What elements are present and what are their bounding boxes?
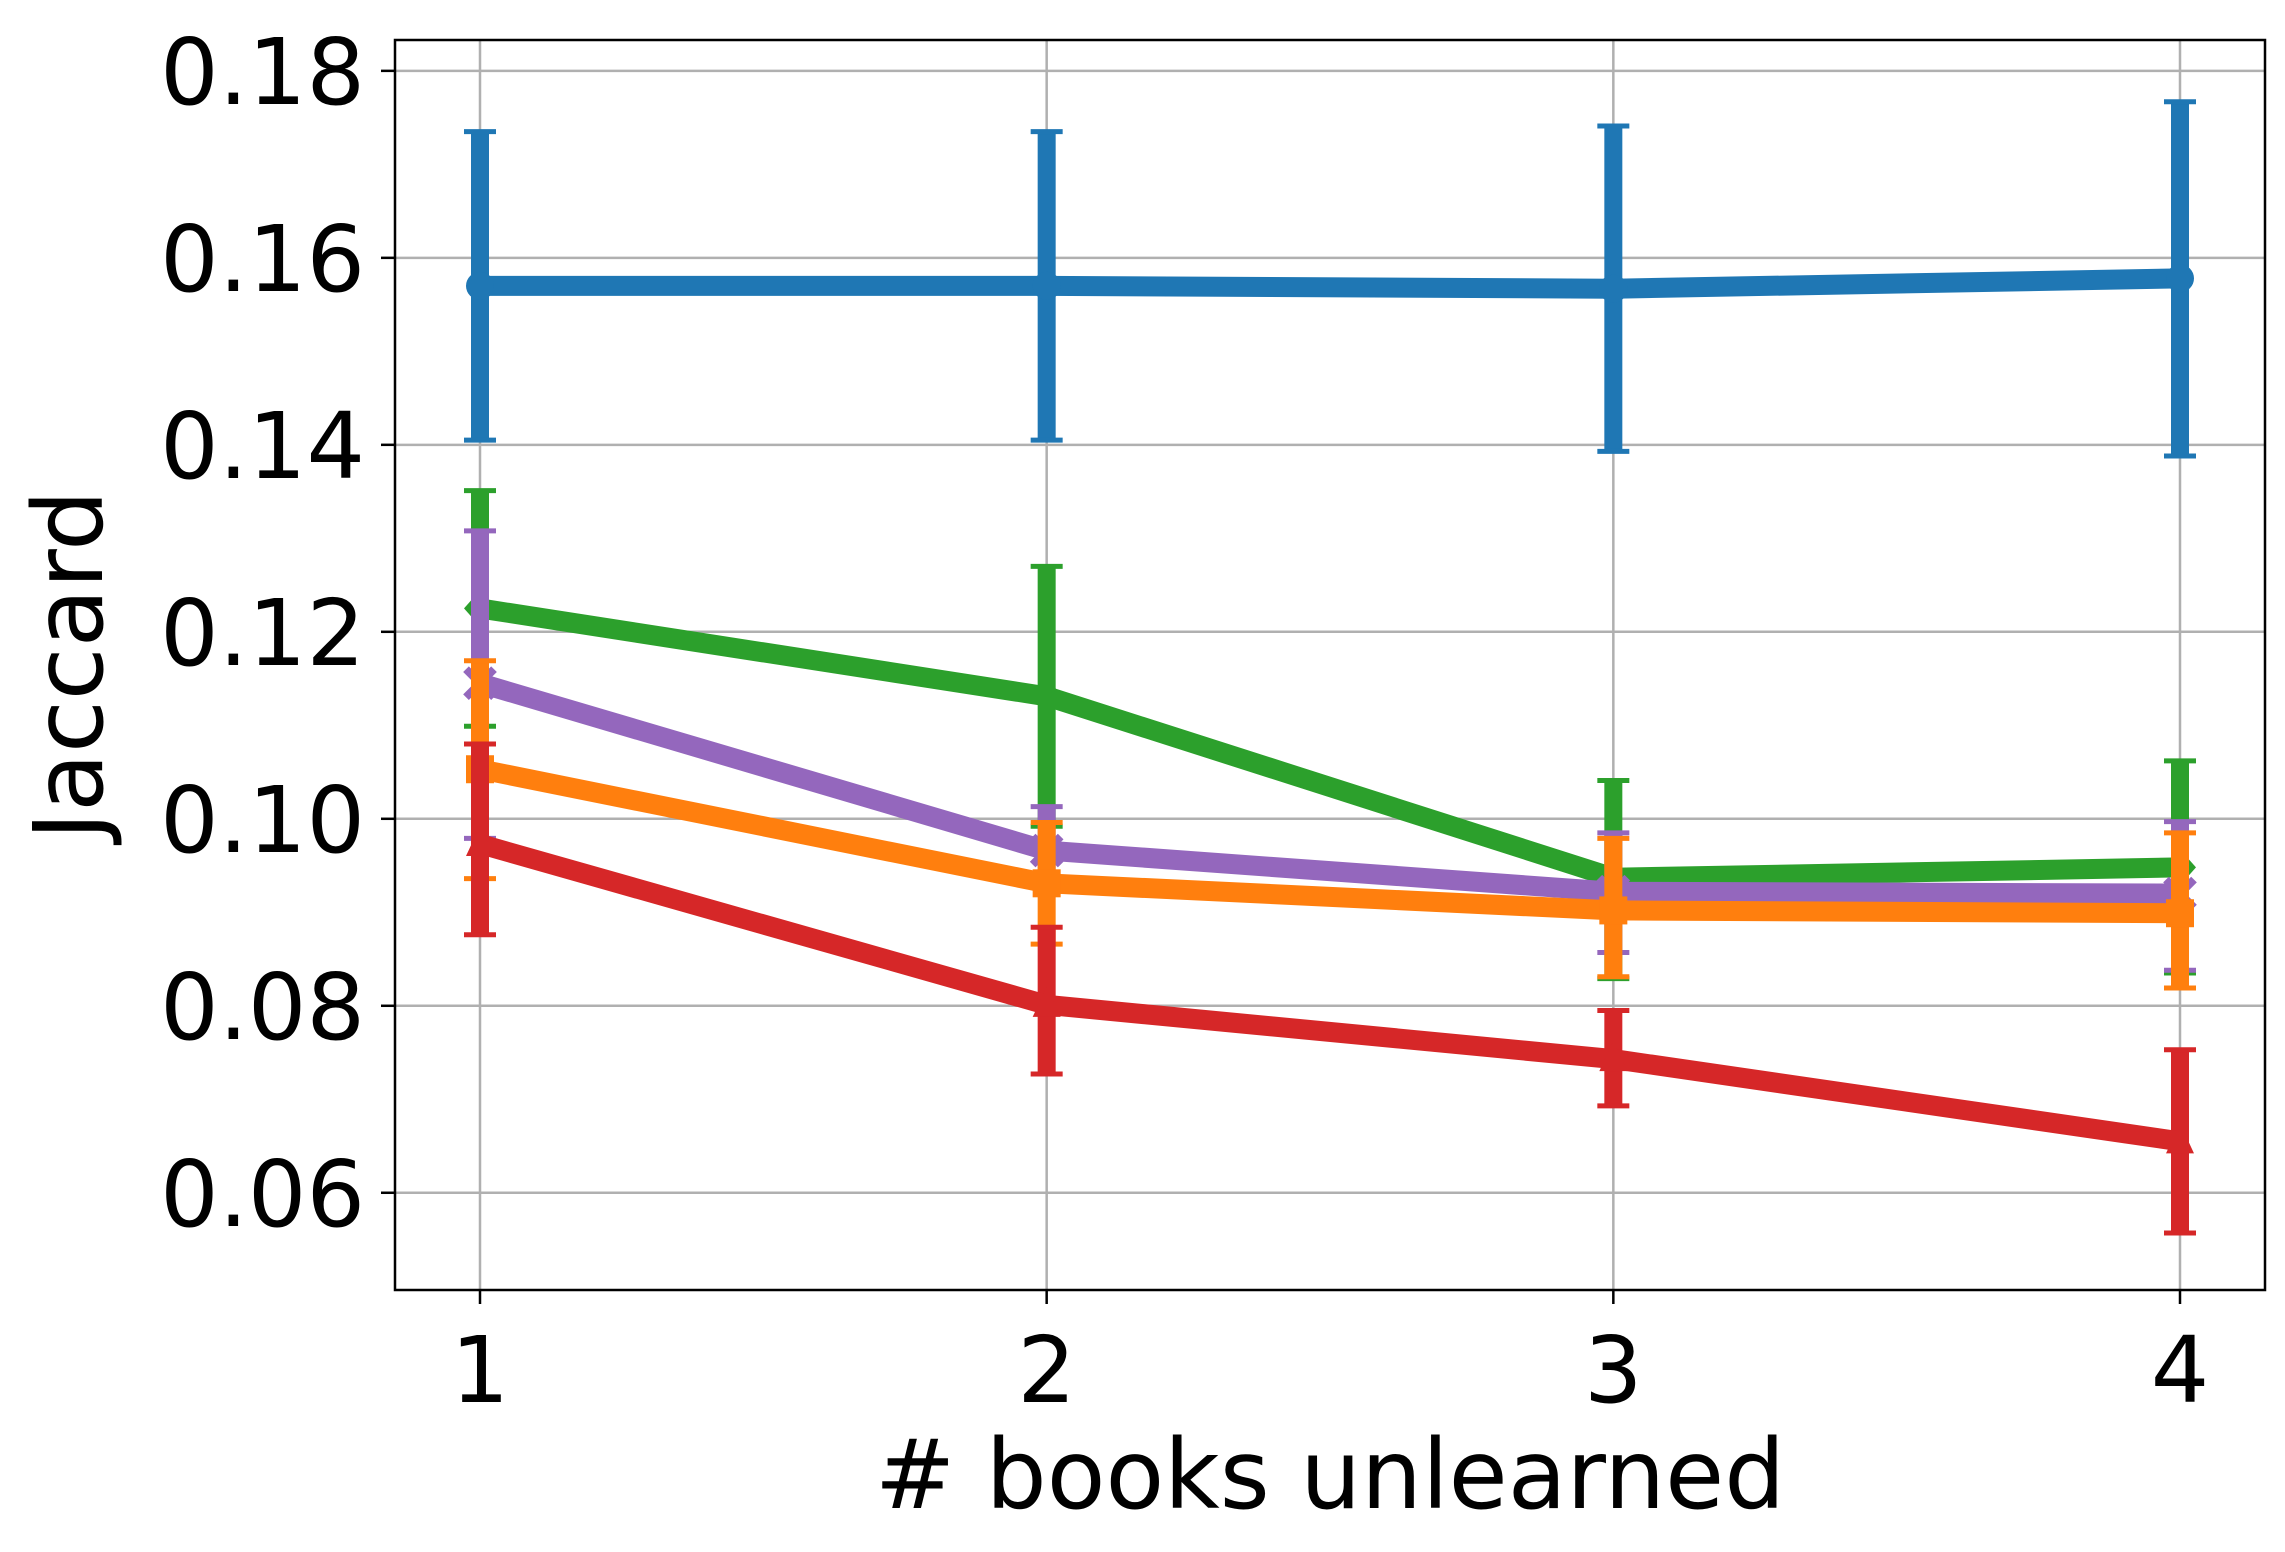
data-point-marker (2166, 899, 2194, 928)
y-tick-label: 0.08 (160, 954, 365, 1061)
y-axis-label: Jaccard (13, 490, 125, 845)
plot-frame (393, 38, 2267, 1292)
series-1 (464, 99, 2196, 459)
y-tick-label: 0.10 (160, 767, 365, 874)
series-4 (464, 658, 2196, 991)
x-tick-label: 1 (451, 1317, 510, 1424)
data-point-marker (1599, 1041, 1628, 1072)
y-tick-label: 0.14 (160, 393, 365, 500)
series-line (478, 598, 2181, 888)
y-tick-label: 0.18 (160, 19, 365, 126)
data-point-marker (466, 271, 494, 300)
axis-ticks: 1 2 3 4 0.06 0.08 0.10 0.12 0.14 0.16 0.18 (160, 19, 2209, 1424)
y-tick-label: 0.06 (160, 1141, 365, 1248)
data-point-marker (1032, 271, 1061, 300)
series-line (477, 834, 2182, 1152)
data-point-marker (1599, 896, 1628, 925)
data-point-marker (1032, 986, 1061, 1017)
grid-lines (395, 40, 2265, 1290)
data-point-marker (466, 826, 494, 857)
y-tick-label: 0.16 (160, 206, 365, 313)
data-point-marker (2166, 1123, 2194, 1154)
y-tick-label: 0.12 (160, 580, 365, 687)
data-point-marker (1030, 678, 1063, 715)
series-line (480, 268, 2181, 299)
x-tick-label: 3 (1584, 1317, 1643, 1424)
data-point-marker (1599, 274, 1628, 303)
data-point-marker (1032, 869, 1061, 898)
data-point-marker (2166, 264, 2194, 293)
x-axis-label: # books unlearned (875, 1419, 1785, 1531)
series-5 (464, 741, 2196, 1236)
series-line (478, 759, 2181, 924)
series-layer (463, 99, 2197, 1236)
series-line (477, 673, 2181, 904)
x-tick-label: 4 (2151, 1317, 2210, 1424)
x-tick-label: 2 (1017, 1317, 1076, 1424)
